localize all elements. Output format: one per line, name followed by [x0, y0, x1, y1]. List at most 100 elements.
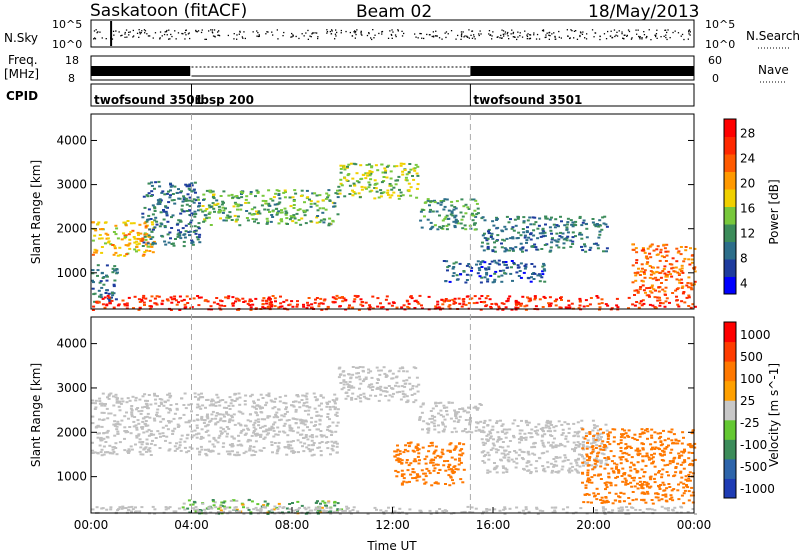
echo-cell — [101, 303, 105, 306]
echo-cell — [533, 442, 537, 445]
nsky-dot — [132, 29, 134, 32]
echo-cell — [599, 436, 603, 438]
echo-cell — [354, 398, 358, 400]
echo-cell — [268, 298, 272, 301]
echo-cell — [554, 304, 558, 307]
echo-cell — [362, 174, 366, 176]
echo-cell — [607, 434, 611, 437]
nsky-dot — [311, 33, 313, 35]
echo-cell — [687, 294, 691, 297]
echo-cell — [133, 237, 137, 240]
echo-cell — [142, 253, 146, 256]
echo-cell — [155, 303, 159, 306]
echo-cell — [115, 400, 119, 403]
echo-cell — [633, 294, 636, 296]
freq-label-line2: [MHz] — [4, 67, 39, 81]
echo-cell — [523, 267, 527, 270]
echo-cell — [653, 448, 657, 450]
echo-cell — [578, 217, 582, 219]
echo-cell — [580, 454, 584, 456]
nsky-dot — [360, 31, 362, 34]
echo-cell — [640, 483, 644, 486]
echo-cell — [488, 419, 492, 422]
echo-cell — [198, 241, 202, 244]
echo-cell — [482, 444, 486, 446]
nsky-dot — [615, 34, 617, 36]
echo-cell — [137, 249, 141, 252]
echo-cell — [668, 498, 672, 501]
echo-cell — [96, 436, 100, 439]
echo-cell — [446, 449, 450, 452]
echo-cell — [215, 199, 219, 202]
echo-cell — [689, 306, 693, 309]
echo-cell — [419, 210, 423, 213]
echo-cell — [448, 484, 452, 487]
echo-cell — [660, 505, 664, 508]
echo-cell — [291, 502, 294, 504]
echo-cell — [675, 295, 678, 298]
echo-cell — [603, 482, 607, 485]
echo-cell — [462, 270, 466, 272]
echo-cell — [218, 211, 222, 214]
nsky-dot — [541, 29, 544, 32]
echo-cell — [115, 227, 119, 230]
echo-cell — [444, 483, 447, 485]
echo-cell — [483, 461, 487, 464]
colorbar-cell — [724, 189, 736, 207]
echo-cell — [108, 300, 112, 303]
nsky-dot — [688, 29, 691, 31]
echo-cell — [546, 419, 550, 422]
echo-cell — [620, 433, 623, 436]
echo-cell — [335, 509, 339, 512]
echo-cell — [257, 210, 261, 213]
echo-cell — [369, 172, 373, 175]
echo-cell — [543, 269, 547, 272]
echo-cell — [133, 241, 137, 244]
echo-cell — [360, 185, 364, 188]
echo-cell — [448, 443, 452, 446]
echo-cell — [112, 451, 116, 453]
echo-cell — [649, 286, 653, 289]
nsky-dot — [356, 29, 358, 31]
echo-cell — [143, 251, 147, 253]
echo-cell — [547, 425, 551, 428]
nsky-dot — [441, 38, 443, 40]
echo-cell — [300, 504, 304, 507]
echo-cell — [197, 205, 200, 208]
echo-cell — [429, 442, 433, 444]
echo-cell — [645, 483, 649, 486]
echo-cell — [467, 406, 471, 409]
echo-cell — [531, 245, 535, 247]
nsky-dots — [93, 21, 691, 46]
echo-cell — [408, 508, 412, 511]
echo-cell — [416, 301, 420, 304]
echo-cell — [381, 171, 385, 174]
nsky-dot — [431, 35, 433, 38]
echo-cell — [237, 392, 241, 395]
echo-cell — [508, 451, 512, 453]
echo-cell — [659, 251, 663, 254]
echo-cell — [367, 181, 371, 184]
echo-cell — [197, 510, 201, 513]
echo-cell — [565, 226, 569, 229]
nsky-dot — [666, 38, 668, 41]
echo-cell — [683, 459, 687, 462]
echo-cell — [510, 260, 514, 262]
echo-cell — [469, 198, 473, 201]
echo-cell — [230, 443, 234, 445]
echo-cell — [127, 448, 131, 451]
echo-cell — [529, 223, 533, 226]
echo-cell — [650, 462, 654, 465]
echo-cell — [454, 261, 458, 264]
echo-cell — [605, 481, 609, 484]
echo-cell — [519, 234, 523, 237]
echo-cell — [318, 418, 322, 421]
nsky-dot — [636, 33, 638, 35]
nsky-dot — [492, 31, 494, 33]
echo-cell — [98, 397, 102, 400]
nsky-dot — [257, 35, 260, 38]
nsky-dot — [674, 30, 676, 32]
echo-cell — [495, 420, 499, 423]
echo-cell — [310, 434, 314, 436]
echo-cell — [681, 271, 685, 274]
